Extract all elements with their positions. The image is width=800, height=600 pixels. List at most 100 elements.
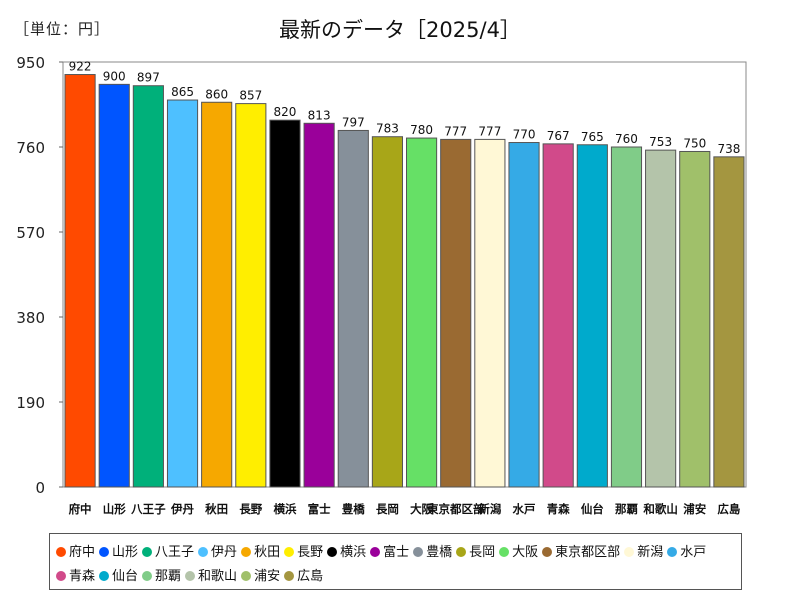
legend-label: 青森: [69, 569, 96, 584]
x-tick-label: 秋田: [205, 502, 228, 516]
plot-area: [62, 61, 747, 488]
legend-marker: [241, 571, 252, 581]
data-label: 783: [376, 122, 399, 136]
bar-chart: 0 190 380 570 760 950 922 府中 900 山形 897 八王子 865 伊丹 860…: [16, 54, 747, 516]
chart-legend: 府中 山形 八王子 伊丹 秋田 長野 横浜 富士 豊橋 長岡 大阪 東京都区部 新潟 水戸青森 仙台 那覇 和歌…: [49, 533, 742, 590]
legend-item: 広島: [284, 567, 323, 589]
bar: [440, 138, 472, 488]
bar: [679, 150, 711, 488]
x-tick-label: 八王子: [130, 502, 166, 516]
legend-marker: [56, 571, 66, 581]
legend-label: 長岡: [469, 545, 496, 560]
unit-label: ［単位：円］: [14, 20, 111, 38]
data-label: 753: [649, 135, 672, 149]
legend-item: 東京都区部: [542, 543, 620, 565]
legend-label: 広島: [297, 569, 324, 584]
legend-item: 青森: [56, 567, 95, 589]
legend-label: 仙台: [112, 569, 139, 584]
data-label: 738: [717, 142, 740, 156]
bar: [166, 99, 199, 488]
x-tick-label: 新潟: [478, 502, 501, 516]
legend-marker: [142, 547, 153, 557]
legend-label: 府中: [69, 545, 96, 560]
legend-marker: [99, 547, 110, 557]
x-tick-label: 大阪: [410, 502, 433, 516]
x-tick-label: 豊橋: [342, 502, 365, 516]
legend-marker: [624, 547, 635, 557]
data-label: 857: [239, 89, 262, 103]
data-label: 780: [410, 123, 433, 137]
legend-marker: [413, 547, 424, 557]
legend-item: 秋田: [241, 543, 280, 565]
legend-marker: [370, 547, 381, 557]
data-label: 865: [171, 85, 194, 99]
legend-item: 那覇: [142, 567, 181, 589]
legend-item: 長野: [284, 543, 323, 565]
data-label: 813: [308, 108, 331, 122]
bar: [64, 74, 96, 488]
x-tick-label: 青森: [547, 502, 570, 516]
legend-item: 和歌山: [185, 567, 237, 589]
x-tick-label: 浦安: [683, 502, 706, 516]
bar: [132, 85, 164, 488]
x-tick-label: 東京都区部: [427, 502, 485, 516]
x-tick-label: 長野: [239, 502, 262, 516]
y-tick-label: 570: [16, 224, 45, 242]
legend-label: 秋田: [254, 545, 281, 560]
legend-marker: [198, 547, 209, 557]
data-label: 900: [103, 69, 126, 83]
y-tick-label: 950: [16, 54, 45, 72]
y-tick-label: 380: [16, 309, 45, 327]
y-tick-label: 0: [35, 479, 45, 497]
legend-item: 山形: [99, 543, 138, 565]
legend-item: 富士: [370, 543, 409, 565]
legend-item: 伊丹: [198, 543, 237, 565]
y-tick-label: 190: [16, 394, 45, 412]
data-label: 797: [342, 115, 365, 129]
legend-item: 豊橋: [413, 543, 452, 565]
data-label: 765: [581, 130, 604, 144]
legend-label: 水戸: [680, 545, 707, 560]
x-tick-label: 那覇: [615, 502, 638, 516]
legend-marker: [185, 571, 196, 581]
legend-label: 和歌山: [198, 569, 238, 584]
legend-marker: [327, 547, 338, 557]
bar: [542, 143, 574, 488]
legend-label: 富士: [383, 545, 410, 560]
legend-label: 大阪: [512, 545, 539, 560]
data-label: 750: [683, 136, 706, 150]
data-label: 897: [137, 71, 160, 85]
data-label: 770: [513, 128, 536, 142]
data-label: 767: [547, 129, 570, 143]
legend-marker: [284, 547, 295, 557]
legend-item: 浦安: [241, 567, 280, 589]
legend-item: 府中: [56, 543, 95, 565]
legend-item: 水戸: [667, 543, 706, 565]
x-tick-label: 和歌山: [643, 502, 678, 516]
bar: [406, 137, 438, 488]
legend-label: 伊丹: [211, 545, 238, 560]
x-tick-label: 横浜: [273, 502, 296, 516]
legend-marker: [456, 547, 467, 557]
legend-label: 山形: [112, 545, 139, 560]
legend-marker: [667, 547, 678, 557]
legend-marker: [241, 547, 252, 557]
bar: [201, 101, 233, 488]
legend-item: 八王子: [142, 543, 194, 565]
legend-marker: [142, 571, 153, 581]
bar: [713, 156, 745, 488]
x-tick-label: 伊丹: [170, 502, 194, 516]
legend-label: 八王子: [155, 545, 195, 560]
legend-label: 浦安: [254, 569, 281, 584]
bar: [610, 146, 643, 488]
bar: [269, 119, 301, 488]
bar: [98, 83, 130, 488]
data-label: 777: [444, 124, 467, 138]
bar: [576, 144, 608, 488]
legend-label: 新潟: [637, 545, 664, 560]
bar: [337, 129, 369, 488]
x-tick-label: 広島: [717, 502, 740, 516]
data-label: 922: [69, 60, 92, 74]
x-tick-label: 長岡: [376, 502, 399, 516]
data-label: 820: [274, 105, 297, 119]
